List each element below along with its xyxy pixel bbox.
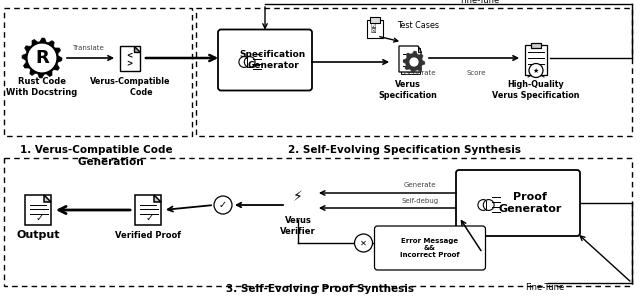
Text: Error Message
&&
Incorrect Proof: Error Message && Incorrect Proof [400, 238, 460, 258]
Bar [531, 43, 541, 48]
Text: <
>: < > [126, 51, 132, 69]
Circle shape [244, 57, 255, 67]
Circle shape [55, 65, 58, 68]
Circle shape [26, 48, 29, 51]
Polygon shape [403, 51, 425, 73]
Bar [196, 8, 632, 136]
Text: Output: Output [16, 230, 60, 240]
Text: Verus
Verifier: Verus Verifier [280, 216, 316, 236]
Polygon shape [25, 195, 51, 225]
Circle shape [529, 64, 543, 78]
Polygon shape [154, 195, 161, 202]
Text: ⚡: ⚡ [293, 190, 303, 204]
Circle shape [410, 57, 419, 67]
Bar [370, 17, 380, 23]
Text: ✓: ✓ [219, 200, 227, 210]
Text: Specification
Generator: Specification Generator [240, 50, 306, 70]
Text: Verus-Compatible
        Code: Verus-Compatible Code [90, 77, 170, 97]
Text: Test Cases: Test Cases [397, 22, 439, 31]
Text: ☑
☒: ☑ ☒ [371, 24, 376, 35]
Text: Verus
Specification: Verus Specification [379, 80, 437, 100]
Text: ★: ★ [533, 68, 539, 74]
Circle shape [49, 42, 52, 45]
Text: ✓: ✓ [36, 212, 44, 222]
Bar [4, 158, 632, 286]
Text: Translate: Translate [72, 45, 104, 51]
Text: High-Quality
Verus Specification: High-Quality Verus Specification [492, 80, 580, 100]
Polygon shape [418, 46, 421, 52]
Text: Proof
Generator: Proof Generator [499, 192, 562, 214]
Polygon shape [399, 46, 421, 72]
Polygon shape [134, 45, 140, 52]
Circle shape [483, 200, 494, 210]
Circle shape [214, 196, 232, 214]
Polygon shape [44, 195, 51, 202]
Bar [4, 8, 192, 136]
Text: 1. Verus-Compatible Code
        Generation: 1. Verus-Compatible Code Generation [20, 145, 172, 167]
Circle shape [33, 71, 35, 74]
FancyBboxPatch shape [374, 226, 486, 270]
Text: Generate: Generate [404, 182, 436, 188]
Circle shape [26, 65, 29, 68]
FancyBboxPatch shape [525, 45, 547, 75]
Circle shape [24, 57, 26, 59]
FancyBboxPatch shape [218, 29, 312, 91]
Text: 2. Self-Evolving Specification Synthesis: 2. Self-Evolving Specification Synthesis [289, 145, 522, 155]
Polygon shape [22, 38, 62, 78]
Circle shape [58, 57, 60, 59]
Text: Self-debug: Self-debug [401, 198, 438, 204]
Circle shape [478, 200, 489, 210]
Text: ✓: ✓ [146, 212, 154, 222]
Circle shape [239, 57, 250, 67]
Text: Generate: Generate [404, 70, 436, 76]
Text: R: R [35, 49, 49, 67]
FancyBboxPatch shape [456, 170, 580, 236]
Text: ✕: ✕ [360, 238, 367, 248]
Polygon shape [401, 48, 420, 74]
Polygon shape [135, 195, 161, 225]
Circle shape [55, 48, 58, 51]
FancyBboxPatch shape [367, 20, 383, 38]
Circle shape [41, 40, 44, 42]
Circle shape [33, 42, 35, 45]
Circle shape [28, 44, 56, 72]
Text: Fine-Tune: Fine-Tune [460, 0, 500, 5]
Circle shape [355, 234, 372, 252]
Text: Fine-Tune: Fine-Tune [525, 283, 564, 292]
Circle shape [41, 74, 44, 76]
Text: Verified Proof: Verified Proof [115, 231, 181, 239]
Circle shape [49, 71, 52, 74]
Text: 3. Self-Evolving Proof Synthesis: 3. Self-Evolving Proof Synthesis [226, 284, 414, 294]
Text: Rust Code
With Docstring: Rust Code With Docstring [6, 77, 77, 97]
Polygon shape [120, 45, 140, 71]
Text: Score: Score [467, 70, 486, 76]
